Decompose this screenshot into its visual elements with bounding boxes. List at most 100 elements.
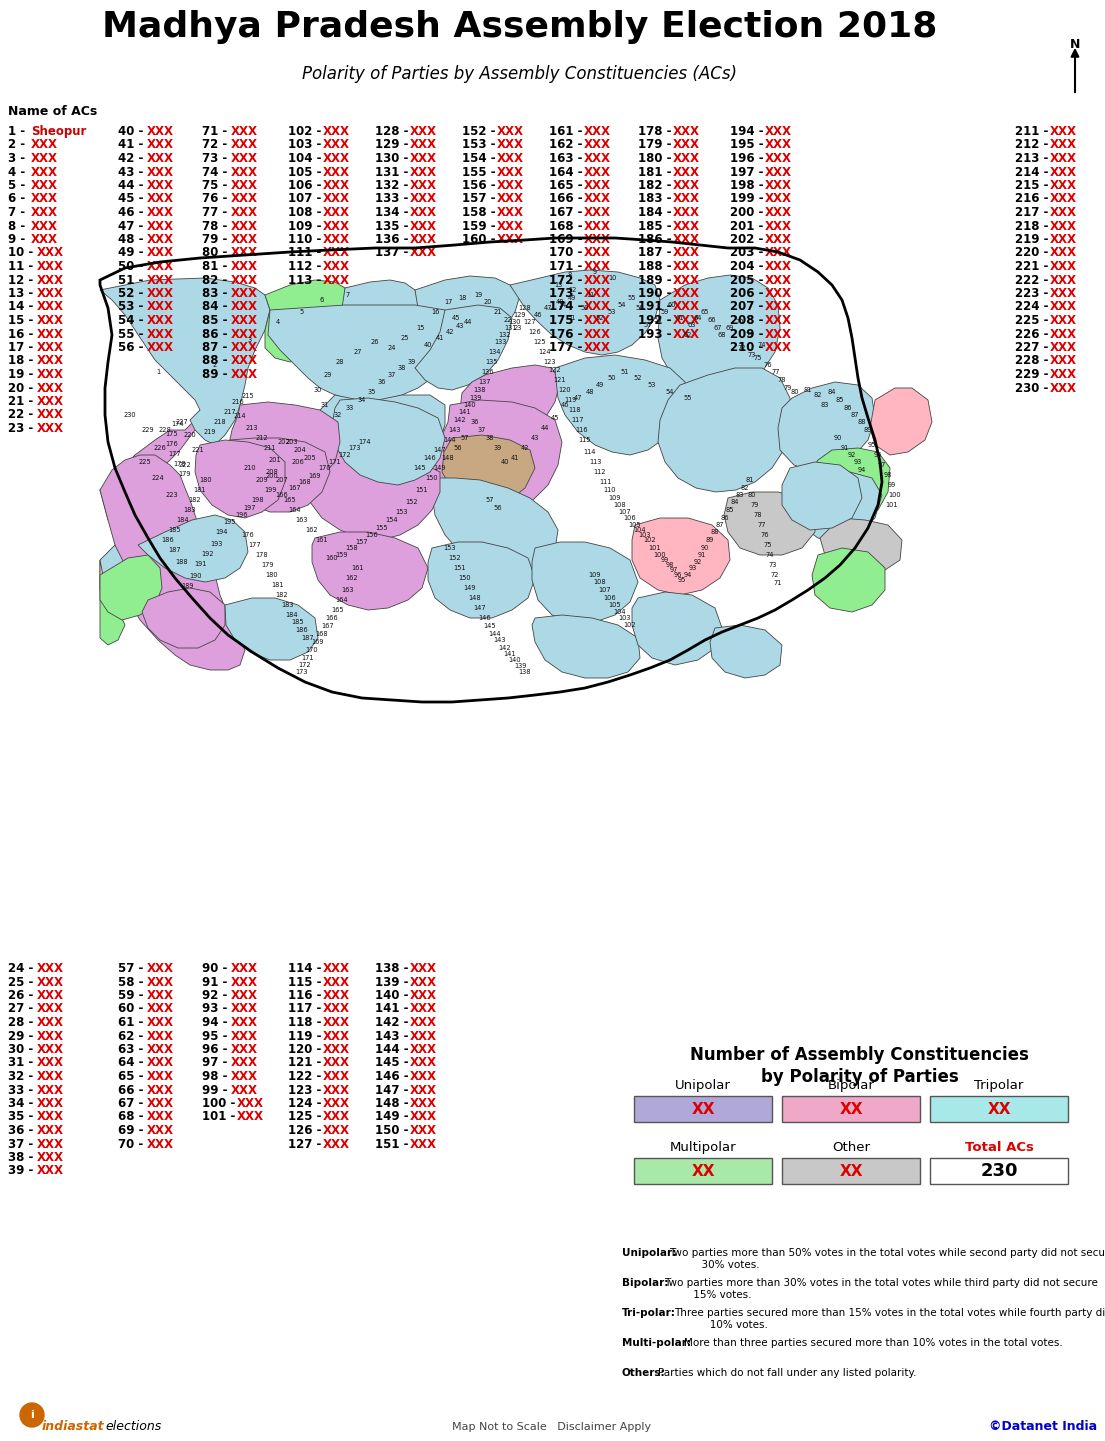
Text: XXX: XXX <box>147 314 173 327</box>
Text: 62 -: 62 - <box>118 1029 147 1042</box>
Text: XXX: XXX <box>147 1097 173 1110</box>
Text: 103: 103 <box>619 615 631 621</box>
Text: 189 -: 189 - <box>638 274 676 287</box>
Text: 116 -: 116 - <box>288 989 326 1001</box>
Text: 113 -: 113 - <box>288 274 326 287</box>
Text: 83: 83 <box>736 491 744 499</box>
Text: XXX: XXX <box>231 354 257 367</box>
Text: 183 -: 183 - <box>638 193 675 206</box>
Text: 147 -: 147 - <box>375 1084 412 1097</box>
Text: 186: 186 <box>161 537 175 543</box>
Text: 55 -: 55 - <box>118 327 148 340</box>
Text: 174: 174 <box>359 440 371 445</box>
Text: elections: elections <box>105 1419 161 1432</box>
Text: XXX: XXX <box>1050 274 1076 287</box>
Text: 107: 107 <box>619 509 631 514</box>
Text: 65: 65 <box>701 308 709 316</box>
Polygon shape <box>143 588 225 648</box>
Text: Total ACs: Total ACs <box>965 1141 1033 1154</box>
Text: 153: 153 <box>396 509 408 514</box>
Text: 58 -: 58 - <box>118 976 148 989</box>
Text: 215 -: 215 - <box>1015 179 1053 192</box>
Text: 1: 1 <box>156 369 160 375</box>
Text: 82: 82 <box>740 486 749 491</box>
Text: 122: 122 <box>549 367 561 373</box>
Text: 60: 60 <box>667 303 676 308</box>
Text: 93: 93 <box>854 460 862 465</box>
Text: 71: 71 <box>774 579 782 586</box>
Text: 87: 87 <box>716 522 724 527</box>
Text: 209 -: 209 - <box>730 327 768 340</box>
Text: XXX: XXX <box>36 382 64 395</box>
Text: XXX: XXX <box>583 166 611 179</box>
Text: XXX: XXX <box>673 125 699 138</box>
Text: 77: 77 <box>771 369 780 375</box>
Text: XXX: XXX <box>765 287 792 300</box>
Text: 111: 111 <box>599 478 611 486</box>
Text: XXX: XXX <box>31 138 59 151</box>
Text: XXX: XXX <box>147 342 173 354</box>
Text: 106: 106 <box>623 514 636 522</box>
Text: 133 -: 133 - <box>375 193 412 206</box>
Text: 162: 162 <box>306 527 318 533</box>
Text: 25: 25 <box>401 334 409 342</box>
Text: 80 -: 80 - <box>202 246 232 259</box>
Text: 25 -: 25 - <box>8 976 38 989</box>
Text: 35 -: 35 - <box>8 1111 38 1124</box>
Text: 31: 31 <box>320 402 329 408</box>
Text: 227 -: 227 - <box>1015 342 1052 354</box>
Text: 175 -: 175 - <box>549 314 587 327</box>
Text: 142 -: 142 - <box>375 1016 412 1029</box>
Text: XXX: XXX <box>583 274 611 287</box>
Text: 73: 73 <box>769 562 777 568</box>
Text: 43 -: 43 - <box>118 166 147 179</box>
Text: 71: 71 <box>746 331 755 339</box>
Text: 96: 96 <box>874 452 882 458</box>
Text: 211: 211 <box>264 445 276 451</box>
Text: 12 -: 12 - <box>8 274 38 287</box>
Text: 1 -: 1 - <box>8 125 29 138</box>
Text: 176: 176 <box>242 532 254 537</box>
Text: XXX: XXX <box>410 989 436 1001</box>
Text: XXX: XXX <box>231 287 257 300</box>
Text: 107: 107 <box>599 586 611 594</box>
Text: XXX: XXX <box>583 151 611 166</box>
Text: 6: 6 <box>319 297 324 303</box>
Text: 57: 57 <box>486 497 494 503</box>
Text: 174 -: 174 - <box>549 301 587 314</box>
Text: XXX: XXX <box>36 408 64 422</box>
Text: 71 -: 71 - <box>202 125 231 138</box>
Text: 91: 91 <box>841 445 849 451</box>
Text: 42: 42 <box>520 445 529 451</box>
Text: 81: 81 <box>746 477 755 483</box>
Text: XXX: XXX <box>147 287 173 300</box>
Text: 81: 81 <box>803 388 812 393</box>
Text: 171 -: 171 - <box>549 259 587 272</box>
Text: 153 -: 153 - <box>462 138 499 151</box>
Text: 120 -: 120 - <box>288 1043 326 1056</box>
Text: 33: 33 <box>346 405 354 411</box>
Text: 50: 50 <box>608 375 617 380</box>
Text: 223 -: 223 - <box>1015 287 1052 300</box>
Text: XXX: XXX <box>1050 219 1076 232</box>
Text: XXX: XXX <box>231 246 257 259</box>
Text: XXX: XXX <box>410 976 436 989</box>
Text: 105: 105 <box>629 522 641 527</box>
Text: 74: 74 <box>766 552 775 558</box>
Text: XXX: XXX <box>410 151 436 166</box>
Text: 216: 216 <box>232 399 244 405</box>
Text: XXX: XXX <box>231 1071 257 1084</box>
Text: XXX: XXX <box>231 166 257 179</box>
Text: 6 -: 6 - <box>8 193 30 206</box>
Text: XXX: XXX <box>497 166 524 179</box>
Text: 157: 157 <box>356 539 368 545</box>
Text: XXX: XXX <box>36 963 64 976</box>
Text: XXX: XXX <box>583 246 611 259</box>
Text: XXX: XXX <box>36 1151 64 1164</box>
Text: 173: 173 <box>349 445 361 451</box>
Text: 160: 160 <box>326 555 338 561</box>
Text: 22: 22 <box>504 317 513 323</box>
Text: 26 -: 26 - <box>8 989 38 1001</box>
Text: 197 -: 197 - <box>730 166 768 179</box>
Text: 52 -: 52 - <box>118 287 147 300</box>
